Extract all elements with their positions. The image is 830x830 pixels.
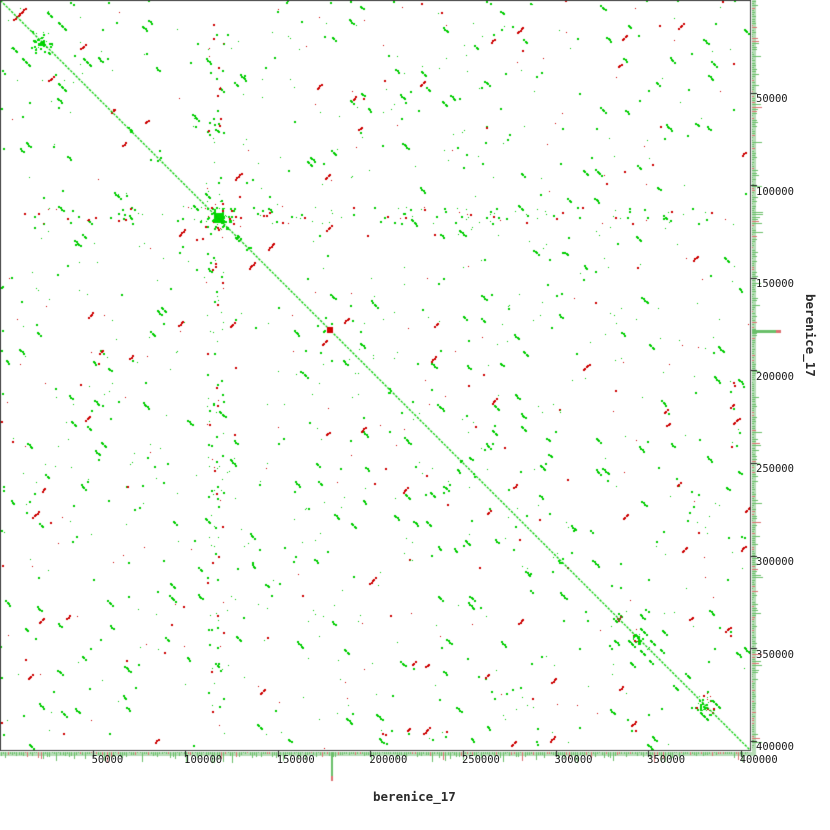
x-tick-label: 250000 (461, 754, 500, 766)
x-tick-label: 200000 (369, 754, 408, 766)
y-tick-label: 350000 (756, 648, 794, 661)
y-tick-label: 50000 (756, 93, 788, 106)
y-tick-label: 100000 (756, 185, 794, 198)
x-tick-label: 400000 (739, 754, 778, 766)
x-axis-title: berenice_17 (373, 789, 456, 804)
y-axis-title: berenice_17 (803, 294, 818, 377)
x-tick-label: 150000 (276, 754, 315, 766)
x-tick-label: 100000 (184, 754, 223, 766)
x-tick-label: 350000 (647, 754, 686, 766)
y-tick-label: 250000 (756, 463, 794, 476)
y-tick-label: 200000 (756, 370, 794, 383)
x-tick-label: 50000 (91, 754, 124, 766)
y-tick-label: 300000 (756, 556, 794, 569)
y-tick-label: 400000 (756, 741, 794, 754)
y-tick-label: 150000 (756, 278, 794, 291)
x-tick-label: 300000 (554, 754, 593, 766)
